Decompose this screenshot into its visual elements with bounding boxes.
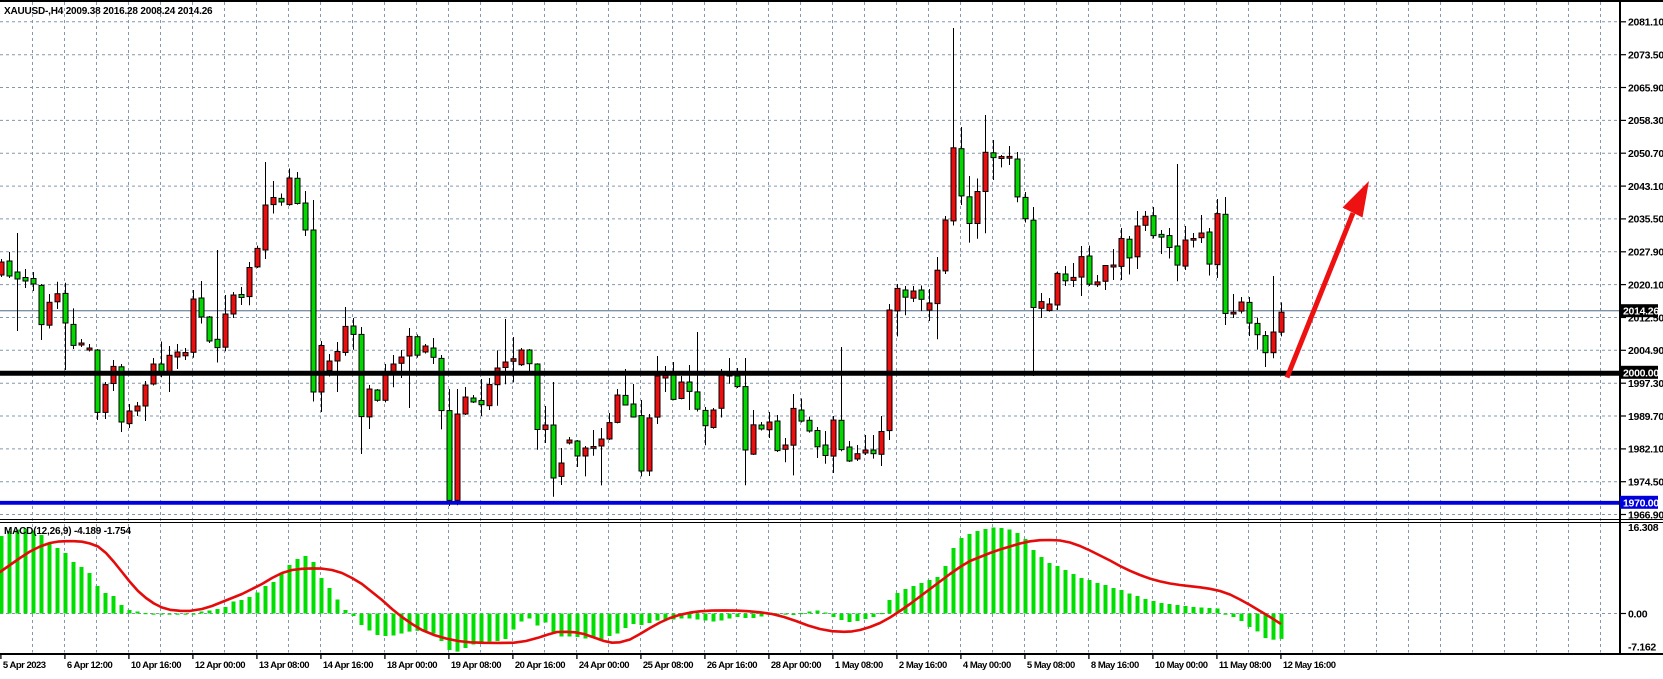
svg-text:20 Apr 16:00: 20 Apr 16:00 bbox=[515, 660, 565, 671]
svg-text:24 Apr 00:00: 24 Apr 00:00 bbox=[579, 660, 629, 671]
svg-text:4 May 00:00: 4 May 00:00 bbox=[963, 660, 1011, 671]
svg-text:2 May 16:00: 2 May 16:00 bbox=[899, 660, 947, 671]
svg-text:2043.10: 2043.10 bbox=[1628, 181, 1663, 193]
svg-text:5 May 08:00: 5 May 08:00 bbox=[1027, 660, 1075, 671]
svg-text:12 Apr 00:00: 12 Apr 00:00 bbox=[195, 660, 245, 671]
svg-text:10 Apr 16:00: 10 Apr 16:00 bbox=[131, 660, 181, 671]
svg-text:2027.90: 2027.90 bbox=[1628, 247, 1663, 259]
svg-text:13 Apr 08:00: 13 Apr 08:00 bbox=[259, 660, 309, 671]
svg-text:10 May 00:00: 10 May 00:00 bbox=[1155, 660, 1208, 671]
svg-text:2035.50: 2035.50 bbox=[1628, 214, 1663, 226]
svg-text:XAUUSD-,H4 2009.38 2016.28 200: XAUUSD-,H4 2009.38 2016.28 2008.24 2014.… bbox=[4, 6, 213, 17]
svg-text:2073.50: 2073.50 bbox=[1628, 50, 1663, 62]
svg-text:28 Apr 00:00: 28 Apr 00:00 bbox=[771, 660, 821, 671]
svg-text:6 Apr 12:00: 6 Apr 12:00 bbox=[67, 660, 113, 671]
svg-text:2000.00: 2000.00 bbox=[1623, 367, 1659, 379]
svg-text:12 May 16:00: 12 May 16:00 bbox=[1283, 660, 1336, 671]
svg-text:2058.30: 2058.30 bbox=[1628, 115, 1663, 127]
svg-text:11 May 08:00: 11 May 08:00 bbox=[1219, 660, 1271, 671]
svg-text:8 May 16:00: 8 May 16:00 bbox=[1091, 660, 1139, 671]
svg-text:1997.30: 1997.30 bbox=[1628, 378, 1663, 390]
svg-text:1970.00: 1970.00 bbox=[1623, 497, 1659, 509]
svg-text:1989.70: 1989.70 bbox=[1628, 411, 1663, 423]
svg-text:1966.90: 1966.90 bbox=[1628, 509, 1663, 521]
svg-text:18 Apr 00:00: 18 Apr 00:00 bbox=[387, 660, 437, 671]
svg-text:1974.50: 1974.50 bbox=[1628, 477, 1663, 489]
svg-text:2020.10: 2020.10 bbox=[1628, 279, 1663, 291]
svg-text:1982.10: 1982.10 bbox=[1628, 444, 1663, 456]
svg-text:2065.90: 2065.90 bbox=[1628, 82, 1663, 94]
svg-text:2004.90: 2004.90 bbox=[1628, 345, 1663, 357]
svg-text:26 Apr 16:00: 26 Apr 16:00 bbox=[707, 660, 757, 671]
svg-text:-7.162: -7.162 bbox=[1628, 642, 1656, 654]
svg-text:1 May 08:00: 1 May 08:00 bbox=[835, 660, 883, 671]
svg-text:2050.70: 2050.70 bbox=[1628, 148, 1663, 160]
svg-text:0.00: 0.00 bbox=[1628, 608, 1648, 620]
svg-text:25 Apr 08:00: 25 Apr 08:00 bbox=[643, 660, 693, 671]
svg-text:2014.26: 2014.26 bbox=[1623, 306, 1659, 318]
svg-text:5 Apr 2023: 5 Apr 2023 bbox=[3, 660, 46, 671]
svg-text:19 Apr 08:00: 19 Apr 08:00 bbox=[451, 660, 501, 671]
svg-text:14 Apr 16:00: 14 Apr 16:00 bbox=[323, 660, 373, 671]
svg-text:16.308: 16.308 bbox=[1628, 522, 1659, 534]
svg-text:2081.10: 2081.10 bbox=[1628, 17, 1663, 29]
svg-text:MACD(12,26,9) -4.189 -1.754: MACD(12,26,9) -4.189 -1.754 bbox=[4, 526, 132, 537]
